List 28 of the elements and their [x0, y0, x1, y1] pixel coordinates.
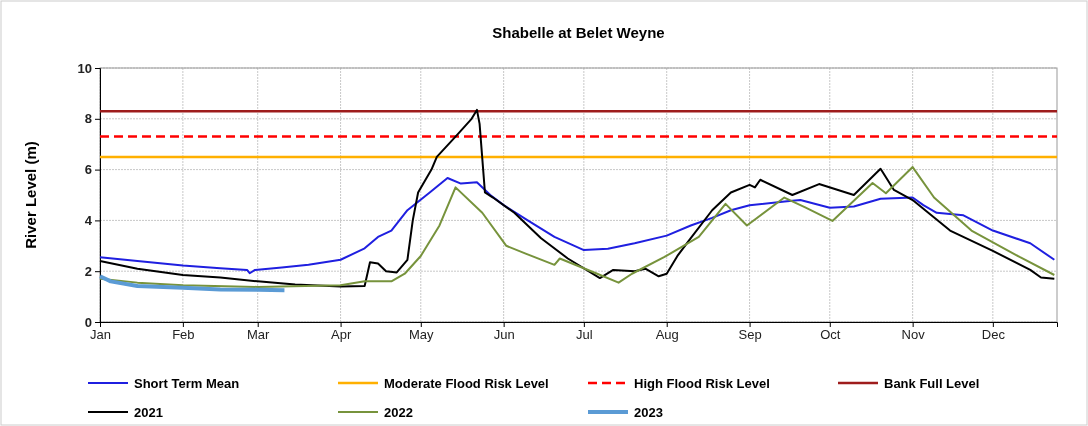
x-tick-label: Sep — [738, 327, 762, 343]
y-tick-label: 6 — [84, 162, 92, 178]
line-series — [98, 274, 287, 293]
x-tick-label: Aug — [655, 327, 679, 343]
legend-label: High Flood Risk Level — [634, 376, 770, 391]
legend-label: Moderate Flood Risk Level — [384, 376, 549, 391]
x-tick-label: Nov — [901, 327, 926, 343]
y-tick-label: 0 — [84, 314, 92, 330]
x-tick-label: Mar — [247, 327, 271, 343]
y-tick-label: 4 — [84, 213, 93, 229]
legend-label: 2021 — [134, 405, 163, 420]
y-tick-label: 10 — [77, 60, 92, 76]
chart-title: Shabelle at Belet Weyne — [492, 24, 665, 41]
y-tick-label: 2 — [84, 263, 92, 279]
x-tick-label: Jan — [90, 327, 111, 343]
x-tick-label: Feb — [172, 327, 195, 343]
y-axis-title: River Level (m) — [22, 141, 39, 249]
legend-label: Bank Full Level — [884, 376, 980, 391]
x-tick-label: Jun — [493, 327, 515, 343]
legend-label: 2022 — [384, 405, 413, 420]
y-tick-label: 8 — [84, 111, 92, 127]
x-tick-label: Jul — [576, 327, 593, 343]
x-tick-label: Oct — [820, 327, 841, 343]
legend-label: 2023 — [634, 405, 663, 420]
legend-label: Short Term Mean — [134, 376, 240, 391]
x-tick-label: Dec — [981, 327, 1006, 343]
x-tick-label: Apr — [330, 327, 352, 343]
x-tick-label: May — [409, 327, 435, 343]
